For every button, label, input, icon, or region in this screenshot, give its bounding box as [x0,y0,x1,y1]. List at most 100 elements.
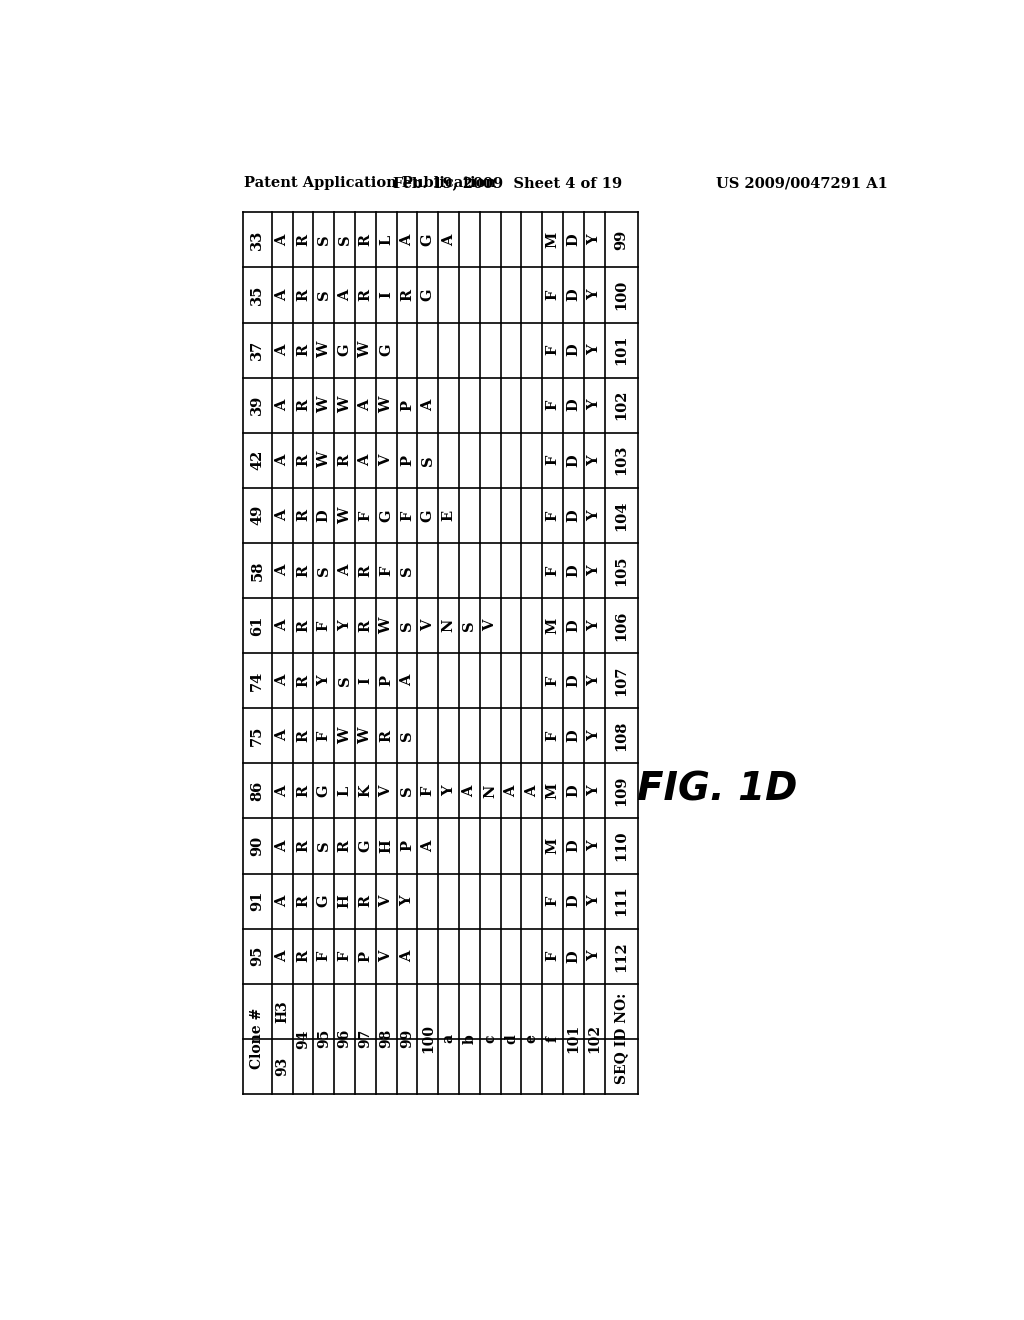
Text: Y: Y [588,289,601,300]
Text: 98: 98 [379,1030,393,1048]
Text: A: A [358,400,373,411]
Text: M: M [546,618,560,634]
Text: Y: Y [588,896,601,907]
Text: R: R [338,454,351,466]
Text: F: F [546,676,560,686]
Text: R: R [296,234,310,246]
Text: G: G [379,343,393,356]
Text: W: W [338,397,351,413]
Text: V: V [421,620,435,631]
Text: F: F [546,290,560,300]
Text: A: A [400,675,414,686]
Text: 90: 90 [250,836,264,857]
Text: D: D [566,343,581,356]
Text: R: R [296,289,310,301]
Text: G: G [338,343,351,356]
Text: A: A [463,785,476,796]
Text: S: S [316,565,331,576]
Text: P: P [400,841,414,851]
Text: S: S [400,730,414,741]
Text: b: b [463,1034,476,1044]
Text: R: R [296,565,310,577]
Text: 37: 37 [250,341,264,360]
Text: A: A [275,895,289,907]
Text: Y: Y [588,400,601,411]
Text: W: W [358,342,373,358]
Text: 97: 97 [358,1030,373,1048]
Text: G: G [421,510,435,521]
Text: P: P [400,455,414,466]
Text: A: A [400,234,414,246]
Text: 42: 42 [250,450,264,470]
Text: F: F [546,950,560,961]
Text: A: A [275,454,289,466]
Text: F: F [316,950,331,961]
Text: 61: 61 [250,615,264,636]
Text: A: A [275,289,289,301]
Text: f: f [546,1036,560,1041]
Text: H: H [338,894,351,908]
Text: D: D [566,730,581,742]
Text: 104: 104 [614,500,629,531]
Text: M: M [546,232,560,248]
Text: 35: 35 [250,285,264,305]
Text: D: D [566,289,581,301]
Text: A: A [275,841,289,851]
Text: A: A [275,234,289,246]
Text: G: G [316,784,331,797]
Text: Y: Y [588,785,601,796]
Text: 74: 74 [250,671,264,690]
Text: G: G [421,234,435,246]
Text: E: E [441,510,456,521]
Text: P: P [379,675,393,686]
Text: W: W [316,342,331,358]
Text: R: R [296,454,310,466]
Text: V: V [379,895,393,907]
Text: e: e [525,1035,539,1043]
Text: R: R [358,565,373,577]
Text: D: D [566,675,581,686]
Text: 86: 86 [250,780,264,801]
Text: D: D [566,784,581,797]
Text: G: G [358,840,373,853]
Text: 103: 103 [614,445,629,475]
Text: N: N [483,784,498,797]
Text: 99: 99 [400,1030,414,1048]
Text: S: S [316,841,331,851]
Text: F: F [338,950,351,961]
Text: 109: 109 [614,776,629,807]
Text: D: D [566,234,581,246]
Text: c: c [483,1035,498,1043]
Text: A: A [504,785,518,796]
Text: A: A [275,565,289,576]
Text: 111: 111 [614,886,629,916]
Text: F: F [379,565,393,576]
Text: G: G [316,895,331,907]
Text: 110: 110 [614,830,629,861]
Text: 58: 58 [250,560,264,581]
Text: Y: Y [338,620,351,631]
Text: I: I [379,292,393,298]
Text: 75: 75 [250,726,264,746]
Text: H3: H3 [275,1001,289,1023]
Text: M: M [546,783,560,799]
Text: S: S [400,620,414,631]
Text: S: S [400,785,414,796]
Text: F: F [546,455,560,466]
Text: Patent Application Publication: Patent Application Publication [245,176,497,190]
Text: F: F [546,896,560,907]
Text: 107: 107 [614,665,629,696]
Text: 108: 108 [614,721,629,751]
Text: Y: Y [588,730,601,741]
Text: F: F [316,730,331,741]
Text: K: K [358,784,373,797]
Text: R: R [296,399,310,412]
Text: S: S [400,565,414,576]
Text: Y: Y [588,510,601,520]
Text: W: W [379,397,393,413]
Text: R: R [296,895,310,907]
Text: P: P [400,400,414,411]
Text: 112: 112 [614,941,629,972]
Text: R: R [296,785,310,797]
Text: D: D [566,564,581,577]
